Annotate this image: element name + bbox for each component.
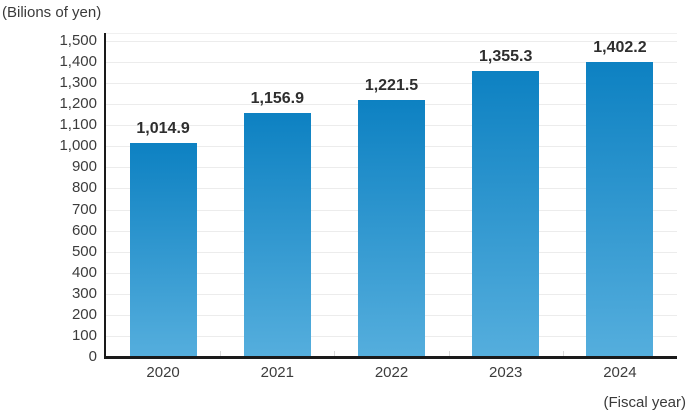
x-axis-boundary-tick: [334, 351, 336, 357]
y-tick-label: 700: [71, 200, 97, 218]
bar-value-label: 1,221.5: [364, 76, 419, 94]
bar-value-label: 1,014.9: [136, 120, 190, 138]
x-axis-boundary-tick: [220, 351, 222, 357]
bar-value-label: 1,156.9: [250, 90, 304, 108]
bar-2021: [243, 113, 311, 357]
plot-top-gridline: [106, 33, 677, 34]
x-axis-boundary-tick: [448, 351, 450, 357]
y-axis-line: [104, 33, 106, 358]
y-tick-label: 0: [88, 348, 97, 365]
y-tick-label: 1,300: [59, 74, 97, 92]
bar-2023: [472, 71, 540, 357]
y-tick-label: 1,200: [59, 95, 97, 113]
y-tick-label: 1,000: [59, 137, 97, 155]
y-tick-label: 1,100: [59, 116, 97, 134]
bar-slot: 1,402.2: [563, 38, 677, 357]
gridline: [106, 83, 677, 85]
y-tick-label: 200: [71, 305, 97, 323]
x-tick-label-2022: 2022: [374, 364, 409, 381]
x-tick-label-2024: 2024: [603, 364, 637, 381]
gridline: [106, 41, 677, 42]
bar-2022: [358, 99, 425, 357]
x-axis-line: [104, 356, 677, 359]
x-tick-label-2023: 2023: [489, 364, 523, 381]
y-tick-label: 300: [71, 284, 97, 302]
bar-2020: [129, 143, 197, 357]
x-tick-label-2021: 2021: [260, 364, 294, 381]
y-tick-label: 500: [71, 242, 97, 260]
y-tick-label: 600: [71, 221, 97, 239]
bar-value-label: 1,355.3: [479, 48, 533, 66]
bar-slot: 1,355.3: [449, 41, 563, 357]
bar-slot: 1,014.9: [106, 41, 220, 357]
gridline: [106, 62, 677, 64]
plot-area: 1,014.9 1,156.9 1,221.5 1,355.3 1,402.2: [106, 33, 677, 357]
y-tick-label: 1,500: [59, 32, 97, 49]
x-tick-label-2020: 2020: [146, 364, 180, 381]
x-axis-tick-labels: 2020 2021 2022 2023 2024: [106, 364, 677, 381]
bar-value-label: 1,402.2: [593, 38, 647, 56]
bars-container: 1,014.9 1,156.9 1,221.5 1,355.3 1,402.2: [106, 38, 677, 357]
bar-slot: 1,221.5: [334, 41, 448, 357]
y-axis-unit-label: (Bilions of yen): [2, 4, 102, 21]
x-axis-unit-label: (Fiscal year): [603, 394, 686, 411]
y-tick-label: 800: [71, 179, 97, 197]
y-tick-label: 900: [71, 158, 97, 176]
bar-2024: [586, 61, 654, 357]
y-tick-label: 1,400: [59, 53, 97, 71]
y-tick-label: 100: [71, 326, 97, 344]
y-tick-label: 400: [71, 263, 97, 281]
bar-slot: 1,156.9: [220, 41, 334, 357]
x-axis-boundary-tick: [562, 351, 564, 357]
y-axis-tick-labels: 0 100 200 300 400 500 600 700 800 900 1,000 1,100 1,…: [0, 0, 97, 420]
